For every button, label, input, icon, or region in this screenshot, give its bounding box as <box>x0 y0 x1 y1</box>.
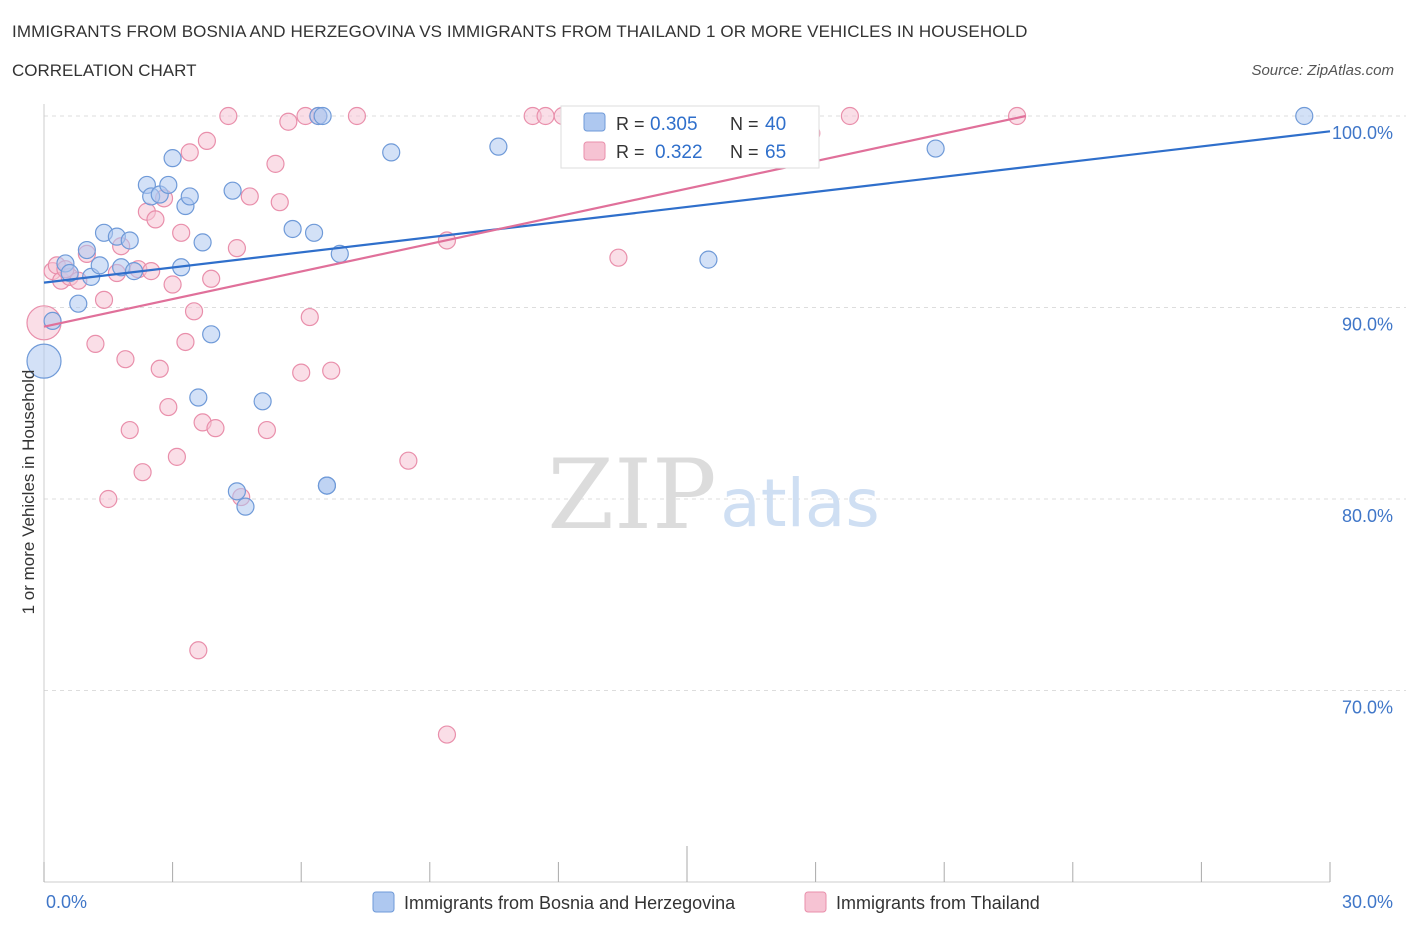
thailand-point <box>150 359 169 378</box>
trend-lines <box>43 114 1331 328</box>
x-tick-label: 0.0% <box>46 892 87 912</box>
stats-n-label-1: N = <box>730 114 759 134</box>
thailand-point <box>176 332 195 352</box>
bosnia-point <box>120 231 139 250</box>
thailand-point <box>266 154 285 173</box>
bosnia-point <box>253 392 272 411</box>
y-tick-label: 70.0% <box>1342 698 1393 718</box>
bosnia-point <box>926 139 945 158</box>
y-tick-label: 80.0% <box>1342 506 1393 526</box>
bosnia-point <box>313 106 332 126</box>
bosnia-point <box>489 137 508 156</box>
thailand-point <box>94 290 114 309</box>
bosnia-point <box>77 240 96 260</box>
bosnia-point <box>236 497 255 516</box>
watermark-atlas: atlas <box>720 465 880 542</box>
thailand-point <box>300 307 319 327</box>
tick-labels: 70.0% 80.0% 90.0% 100.0% 0.0% 30.0% <box>46 123 1393 912</box>
thailand-point <box>322 361 341 380</box>
thailand-point <box>399 451 418 470</box>
thailand-point <box>159 397 178 417</box>
thailand-point <box>536 106 555 126</box>
stats-r-value-2: 0.322 <box>655 142 703 163</box>
thailand-point <box>270 193 289 212</box>
stats-legend-box: R = 0.305 N = 40 R = 0.322 N = 65 <box>560 105 820 169</box>
axes <box>43 104 1331 883</box>
thailand-trend-line <box>43 114 1026 328</box>
thailand-point <box>840 106 859 126</box>
thailand-point <box>180 143 199 162</box>
bosnia-point <box>202 325 221 344</box>
thailand-point <box>609 248 628 267</box>
stats-swatch-blue <box>583 112 606 132</box>
thailand-point <box>120 420 139 440</box>
thailand-point <box>437 725 457 744</box>
watermark-zip: ZIP <box>547 439 716 551</box>
legend-swatch-thailand <box>804 891 827 913</box>
bosnia-point <box>382 143 401 162</box>
bosnia-point <box>304 223 324 242</box>
stats-n-value-2: 65 <box>765 142 786 163</box>
legend-swatch-bosnia <box>372 891 395 913</box>
legend-label-bosnia: Immigrants from Bosnia and Herzegovina <box>404 893 736 913</box>
chart-subtitle: CORRELATION CHART <box>12 61 197 80</box>
bosnia-point <box>189 388 208 407</box>
thailand-point <box>292 363 311 382</box>
bosnia-point <box>223 181 242 200</box>
thailand-point <box>146 210 165 229</box>
stats-n-value-1: 40 <box>765 114 786 135</box>
source-credit: Source: ZipAtlas.com <box>1251 62 1394 79</box>
bosnia-point <box>193 233 212 252</box>
thailand-point <box>219 106 238 126</box>
thailand-point <box>172 223 191 242</box>
stats-r-label-1: R = <box>616 114 645 134</box>
chart-title: IMMIGRANTS FROM BOSNIA AND HERZEGOVINA V… <box>12 22 1028 41</box>
thailand-point <box>184 302 204 321</box>
bosnia-point <box>163 149 182 168</box>
thailand-point <box>202 269 221 288</box>
legend-label-thailand: Immigrants from Thailand <box>836 893 1040 913</box>
thailand-point <box>240 187 259 206</box>
x-tick-label: 30.0% <box>1342 892 1393 912</box>
thailand-point <box>86 334 105 353</box>
thailand-point <box>347 106 367 126</box>
bosnia-point <box>283 219 302 239</box>
data-points <box>26 106 1314 744</box>
thailand-point <box>279 112 298 131</box>
series-legend: Immigrants from Bosnia and Herzegovina I… <box>372 891 1040 913</box>
y-tick-label: 90.0% <box>1342 315 1393 335</box>
bosnia-point <box>90 256 109 275</box>
watermark: ZIP atlas <box>547 439 879 551</box>
thailand-point <box>206 419 225 438</box>
thailand-point <box>227 239 246 258</box>
bosnia-point <box>1295 106 1314 126</box>
thailand-point <box>99 489 118 509</box>
thailand-point <box>257 420 277 440</box>
bosnia-point <box>159 175 178 195</box>
y-tick-label: 100.0% <box>1332 123 1393 143</box>
bosnia-trend-line <box>43 130 1331 284</box>
thailand-point <box>163 275 182 294</box>
bosnia-point <box>60 263 79 283</box>
thailand-point <box>116 350 135 369</box>
stats-r-value-1: 0.305 <box>650 114 698 135</box>
bosnia-point <box>26 343 62 379</box>
bosnia-point <box>317 476 337 495</box>
stats-n-label-2: N = <box>730 142 759 162</box>
y-axis-label: 1 or more Vehicles in Household <box>19 370 38 615</box>
stats-r-label-2: R = <box>616 142 645 162</box>
bosnia-point <box>69 294 88 313</box>
thailand-point <box>189 641 208 660</box>
thailand-point <box>197 131 216 150</box>
bosnia-point <box>227 482 246 501</box>
bosnia-point <box>699 250 718 269</box>
bosnia-point <box>180 187 199 206</box>
thailand-point <box>167 447 186 466</box>
stats-swatch-pink <box>583 141 606 161</box>
thailand-point <box>133 463 152 482</box>
